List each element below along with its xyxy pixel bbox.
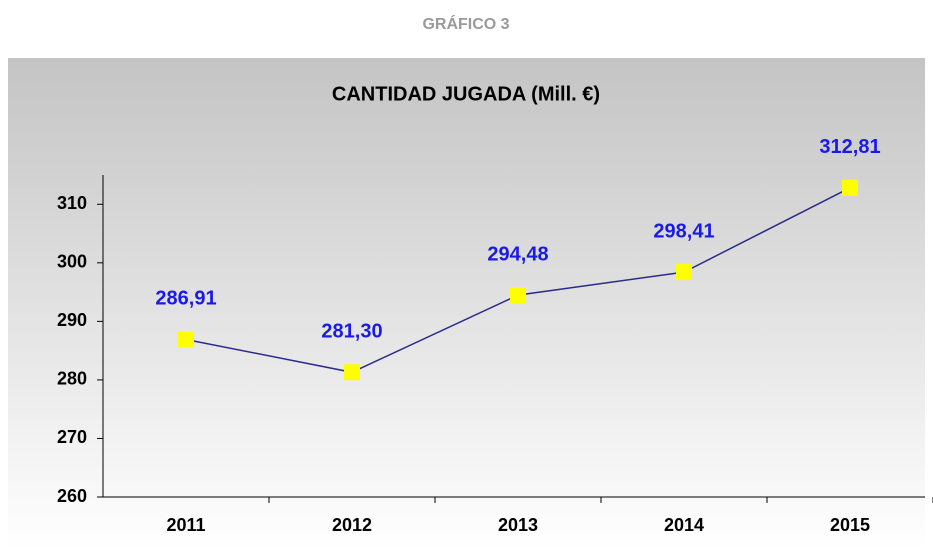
y-tick-label: 270 [57,427,87,447]
chart-area [8,58,925,549]
x-tick-label: 2014 [664,515,704,535]
data-label: 298,41 [653,220,714,242]
chart-title: CANTIDAD JUGADA (Mill. €) [332,83,600,105]
data-label: 312,81 [819,136,880,158]
marker [344,364,360,381]
x-tick-label: 2013 [498,515,538,535]
marker [510,287,526,304]
data-label: 286,91 [155,288,216,310]
y-tick-label: 260 [57,486,87,506]
y-tick-label: 290 [57,310,87,330]
y-tick-label: 310 [57,193,87,213]
data-label: 294,48 [487,243,548,265]
x-tick-label: 2012 [332,515,372,535]
data-label: 281,30 [321,321,382,343]
y-tick-label: 300 [57,252,87,272]
x-tick-label: 2015 [830,515,870,535]
x-tick-label: 2011 [166,515,205,535]
y-tick-label: 280 [57,369,87,389]
marker [842,179,858,196]
marker [676,264,692,281]
header: GRÁFICO 3 [422,14,509,33]
marker [178,331,194,348]
